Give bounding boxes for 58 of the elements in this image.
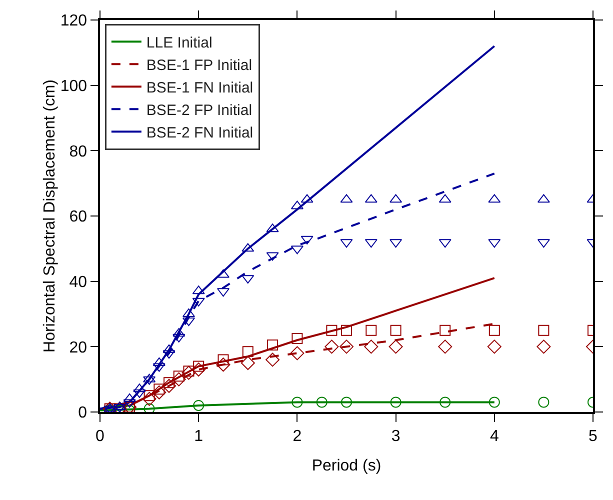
point bbox=[292, 396, 303, 408]
legend-label: BSE-1 FP Initial bbox=[146, 57, 252, 74]
point bbox=[487, 340, 502, 354]
point bbox=[364, 340, 378, 354]
point bbox=[292, 333, 303, 344]
point bbox=[193, 400, 204, 411]
legend-label: BSE-1 FN Initial bbox=[146, 80, 254, 97]
point bbox=[341, 396, 352, 408]
point bbox=[390, 396, 402, 408]
point bbox=[326, 324, 338, 336]
y-tick-label: 80 bbox=[69, 143, 88, 160]
point bbox=[192, 362, 206, 377]
point bbox=[266, 352, 280, 367]
point bbox=[390, 324, 402, 336]
point bbox=[388, 340, 403, 354]
x-axis-title: Period (s) bbox=[312, 458, 382, 474]
point bbox=[242, 346, 254, 358]
x-tick-label: 1 bbox=[194, 428, 204, 445]
y-axis-title: Horizontal Spectral Displacement (cm) bbox=[41, 80, 58, 352]
x-tick-label: 3 bbox=[391, 428, 400, 445]
legend-label: BSE-2 FN Initial bbox=[146, 124, 254, 142]
point bbox=[173, 370, 184, 382]
point bbox=[366, 324, 377, 336]
y-tick-label: 100 bbox=[60, 78, 88, 95]
point bbox=[438, 340, 452, 354]
point bbox=[142, 392, 156, 406]
point bbox=[488, 396, 500, 408]
x-tick-label: 2 bbox=[292, 428, 302, 445]
point bbox=[538, 396, 550, 408]
x-tick-label: 5 bbox=[588, 428, 598, 445]
point bbox=[440, 324, 451, 336]
y-tick-label: 40 bbox=[69, 274, 88, 291]
x-tick-label: 0 bbox=[96, 428, 105, 445]
point bbox=[144, 403, 155, 412]
legend-label: BSE-2 FP Initial bbox=[146, 102, 252, 120]
y-tick-label: 20 bbox=[69, 339, 88, 356]
point bbox=[290, 346, 304, 360]
point bbox=[183, 366, 194, 377]
point bbox=[152, 385, 166, 400]
y-tick-label: 60 bbox=[69, 208, 88, 226]
point bbox=[172, 372, 186, 386]
point bbox=[341, 324, 352, 336]
legend-label: LLE Initial bbox=[146, 34, 212, 52]
point bbox=[240, 356, 255, 370]
y-tick-label: 0 bbox=[78, 404, 88, 422]
point bbox=[182, 366, 196, 380]
point bbox=[538, 324, 550, 336]
x-tick-label: 4 bbox=[490, 428, 499, 445]
point bbox=[440, 396, 451, 408]
point bbox=[340, 340, 354, 354]
point bbox=[536, 340, 551, 354]
point bbox=[316, 396, 328, 408]
y-tick-label: 120 bbox=[60, 12, 88, 30]
point bbox=[488, 324, 500, 336]
point bbox=[267, 340, 278, 351]
point bbox=[216, 358, 230, 372]
point bbox=[324, 340, 339, 354]
point bbox=[162, 378, 176, 393]
